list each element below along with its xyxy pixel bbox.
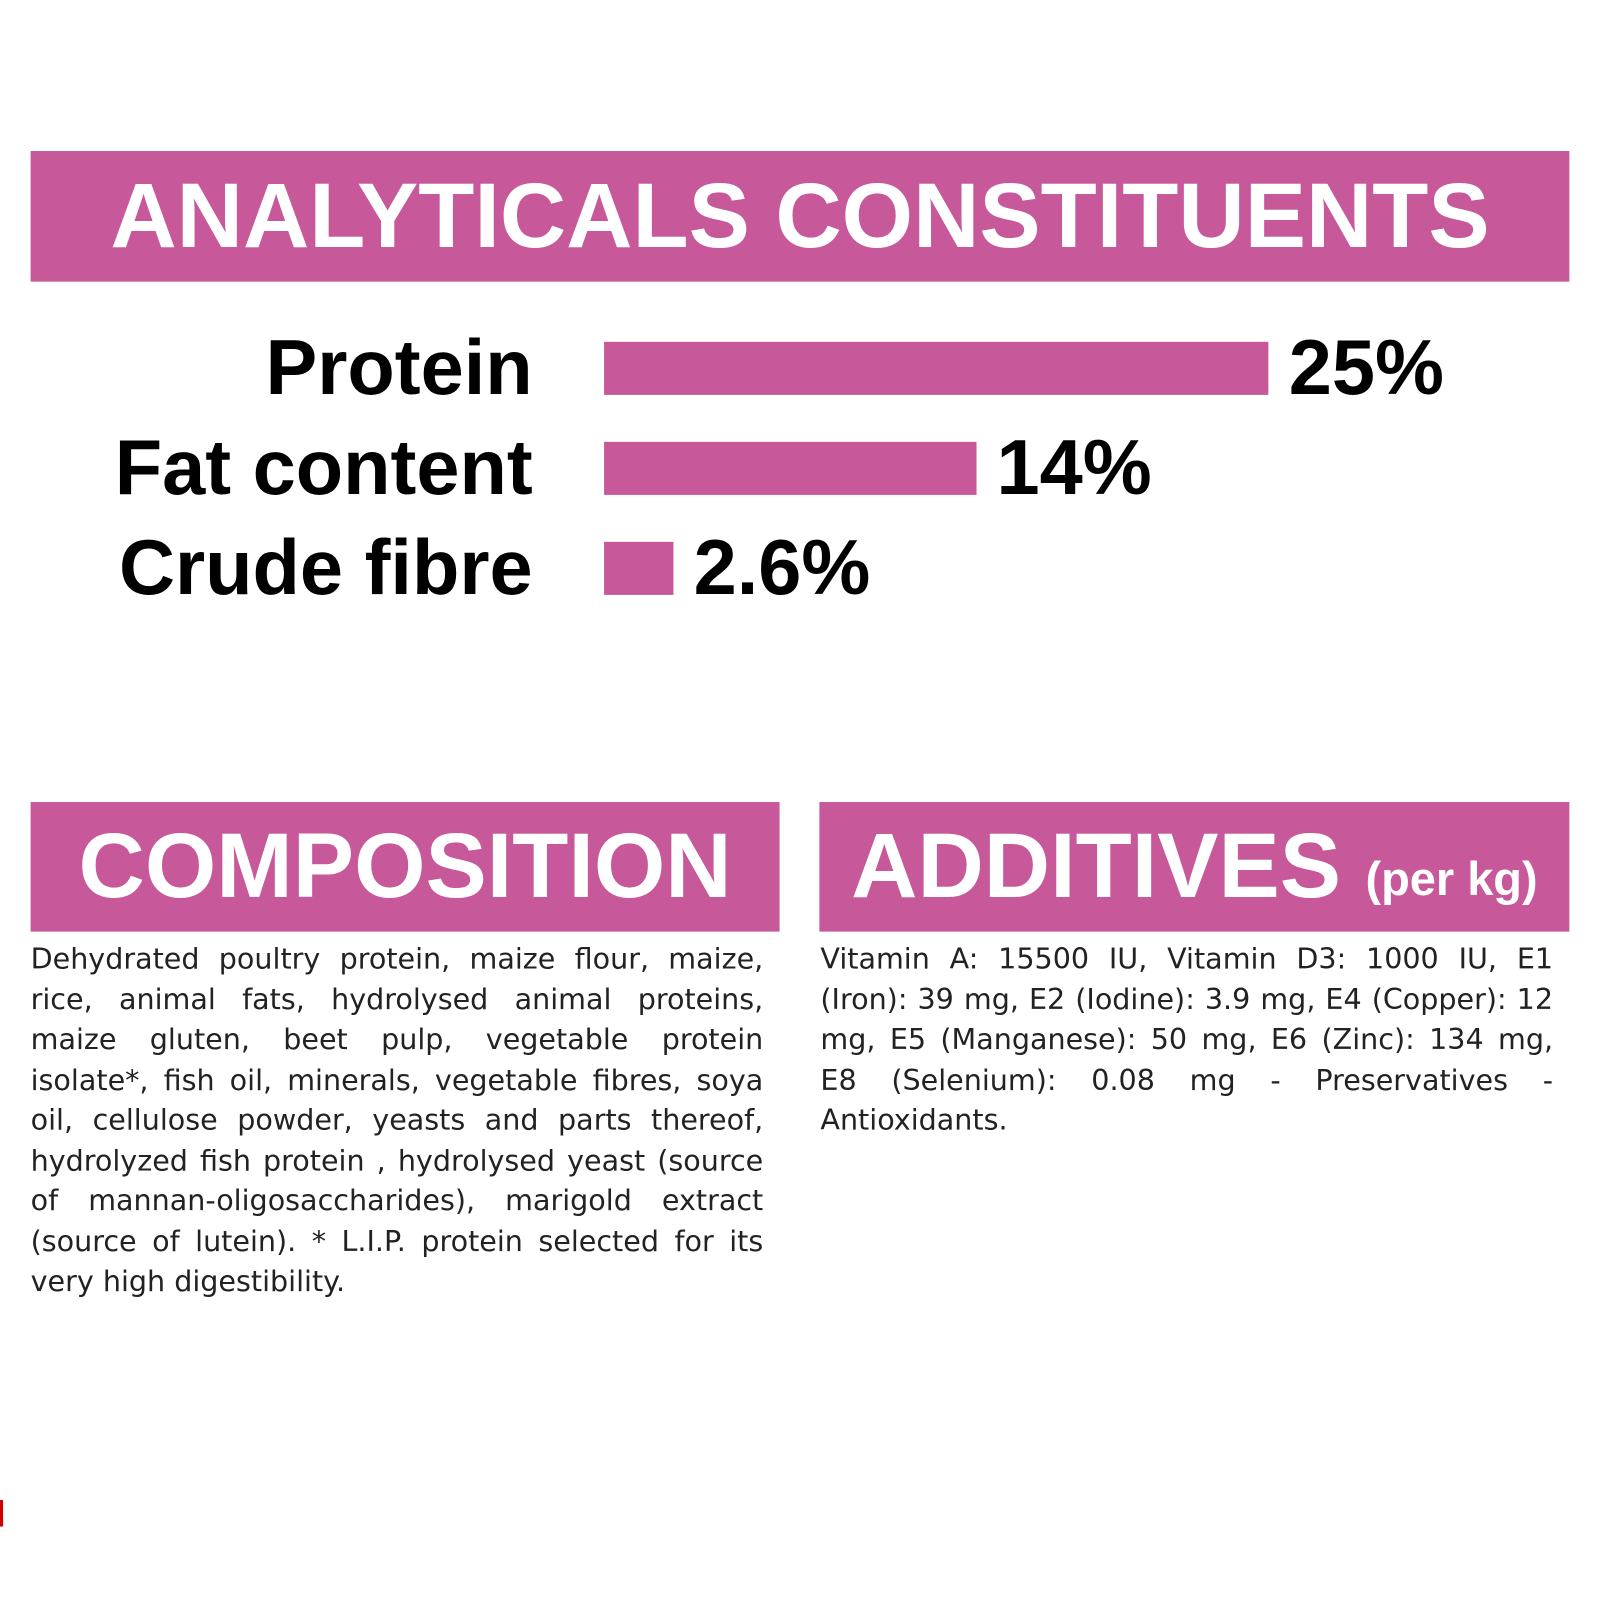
category-label: Protein <box>265 324 533 412</box>
additives-unit: (per kg) <box>1365 851 1538 905</box>
additives-text: Vitamin A: 15500 IU, Vitamin D3: 1000 IU… <box>820 941 1554 1137</box>
chart-title: ANALYTICALS CONSTITUENTS <box>30 151 1570 282</box>
additives-banner: ADDITIVES (per kg) <box>819 802 1570 932</box>
category-label: Crude fibre <box>118 524 533 612</box>
additives-title: ADDITIVES <box>851 815 1341 918</box>
composition-title: COMPOSITION <box>78 815 732 918</box>
bar <box>604 441 977 495</box>
bar <box>604 541 674 595</box>
value-label: 14% <box>996 424 1152 512</box>
composition-text: Dehydrated poultry protein, maize flour,… <box>30 941 764 1298</box>
value-label: 2.6% <box>693 524 871 612</box>
composition-banner: COMPOSITION <box>30 802 780 932</box>
edge-mark <box>0 1499 4 1527</box>
value-label: 25% <box>1288 324 1444 412</box>
bar <box>604 341 1269 395</box>
category-label: Fat content <box>114 424 533 512</box>
